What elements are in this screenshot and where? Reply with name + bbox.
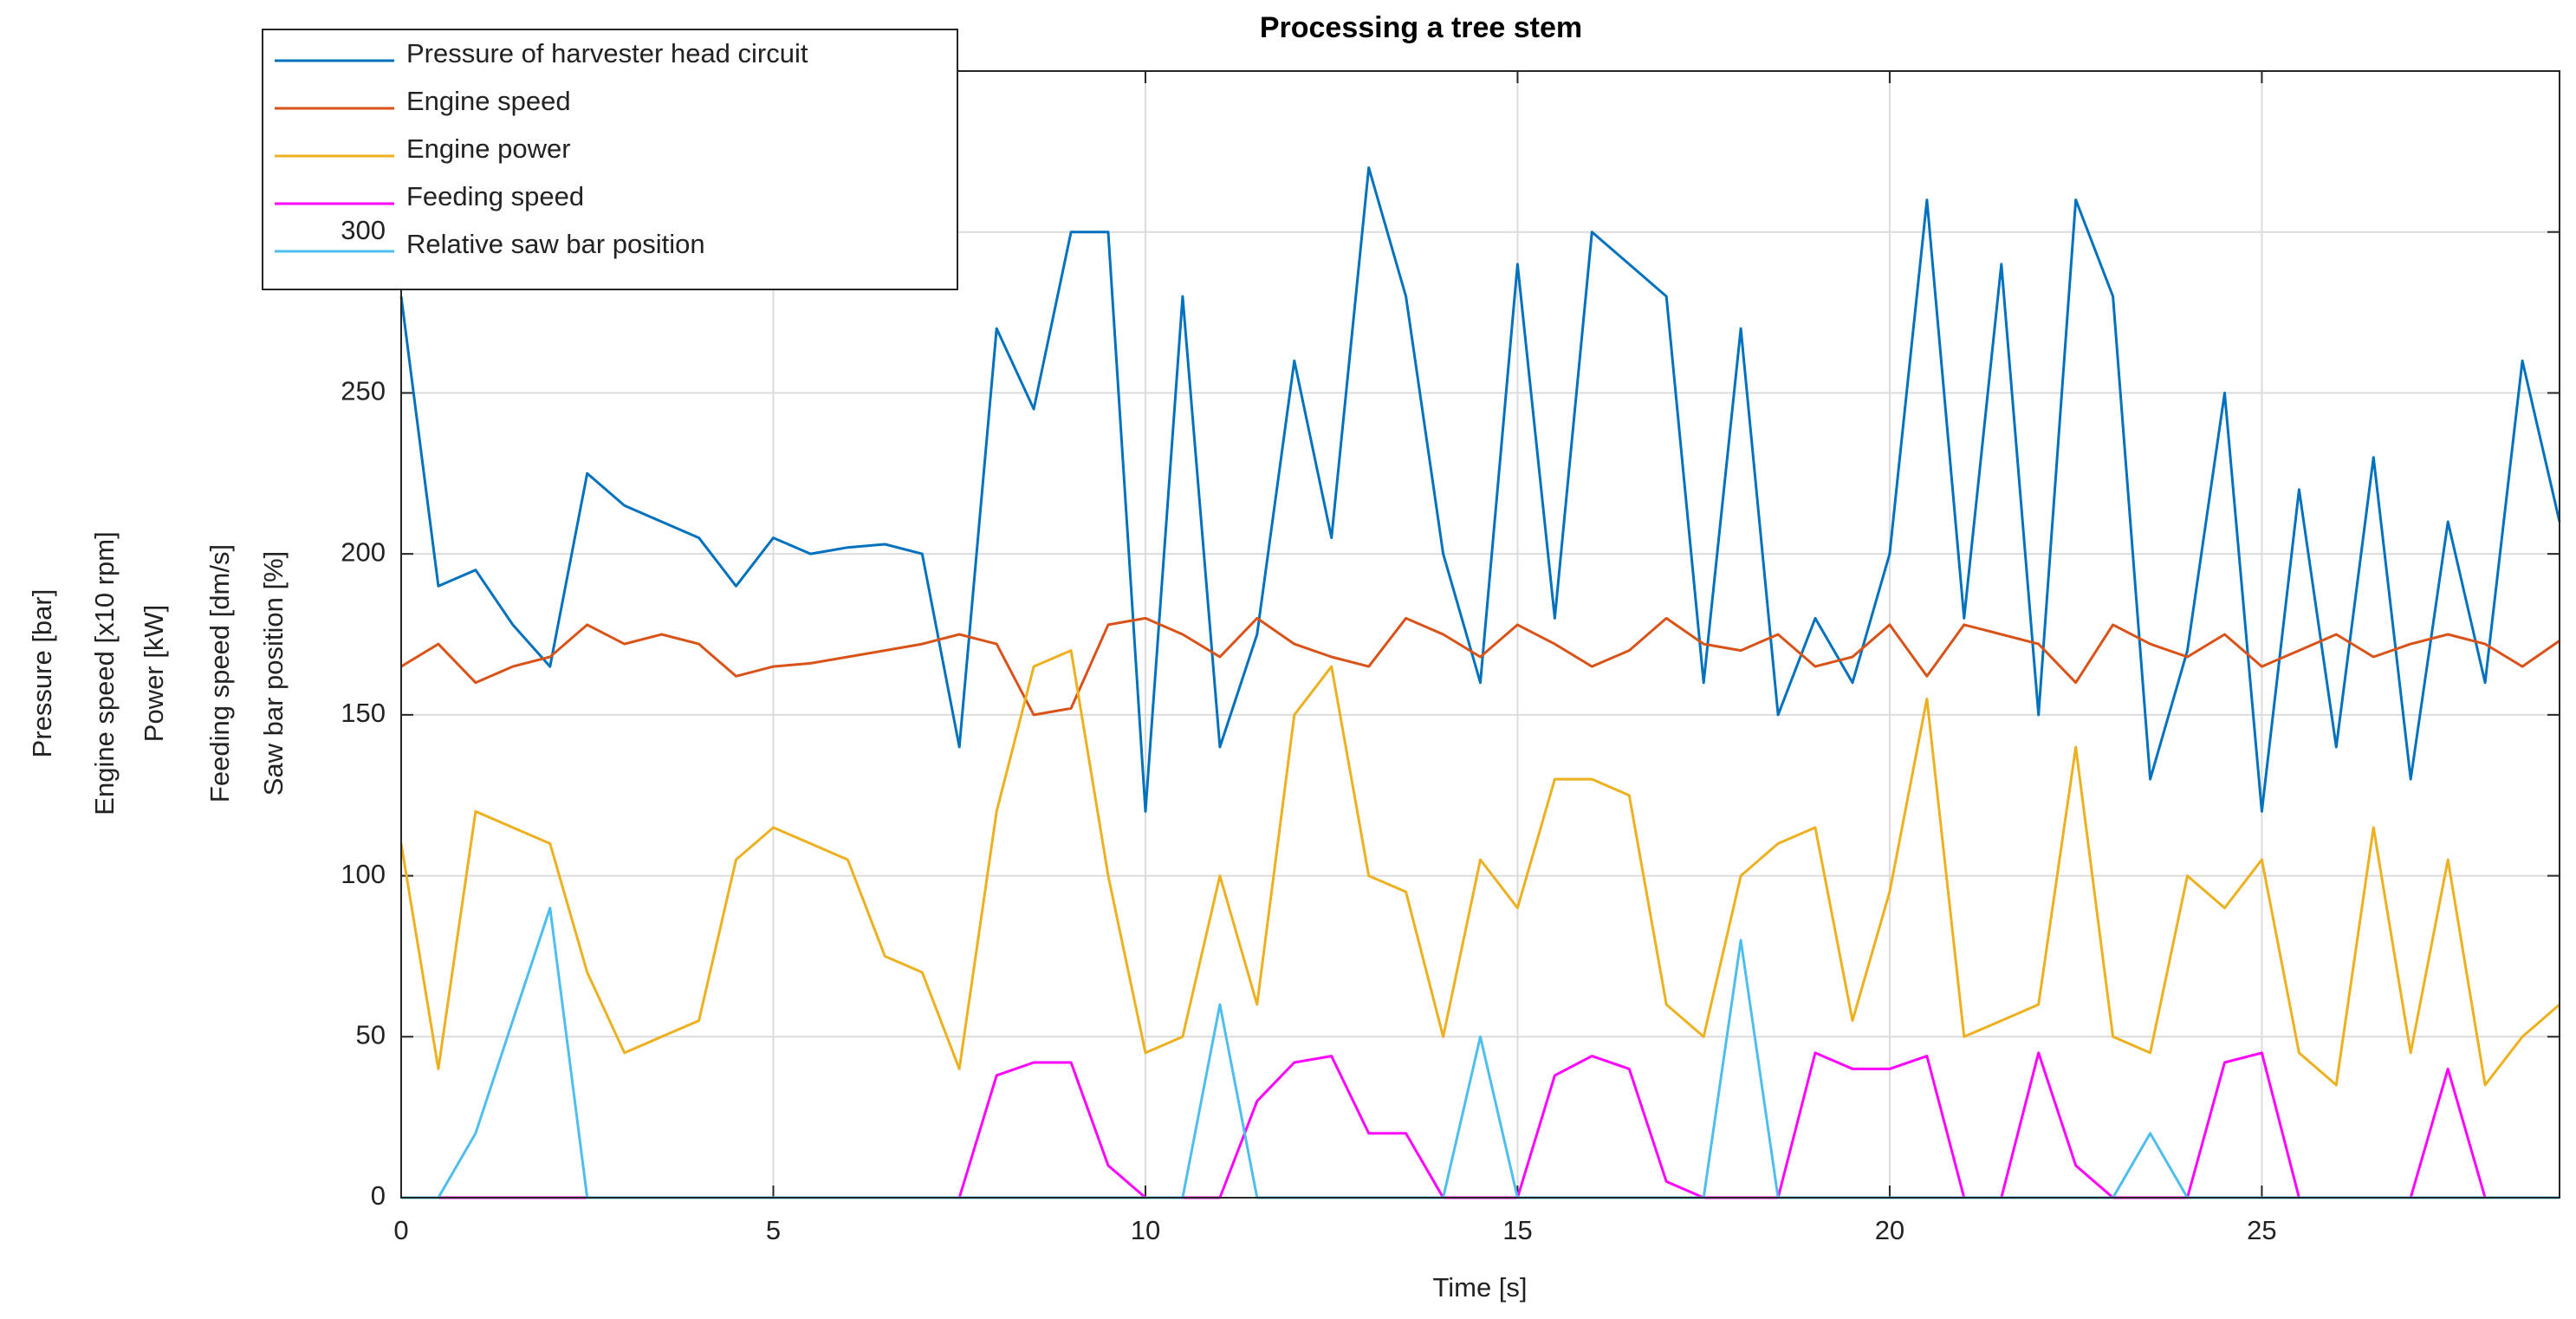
y-tick-label: 150 bbox=[341, 698, 386, 728]
legend-label: Engine power bbox=[406, 133, 571, 164]
x-tick-label: 15 bbox=[1502, 1215, 1532, 1245]
y-tick-label: 0 bbox=[371, 1180, 386, 1211]
legend: Pressure of harvester head circuit Engine… bbox=[262, 29, 958, 290]
data-line bbox=[399, 166, 2561, 813]
y-tick-label: 250 bbox=[341, 376, 386, 406]
y-tick-label: 100 bbox=[341, 859, 386, 889]
legend-box bbox=[262, 29, 958, 290]
x-tick-label: 25 bbox=[2247, 1215, 2276, 1245]
plot-frame bbox=[400, 70, 2560, 1199]
legend-label: Pressure of harvester head circuit bbox=[406, 38, 808, 68]
data-line bbox=[400, 616, 2560, 717]
y-tick-label: 300 bbox=[341, 215, 386, 245]
legend-label: Feeding speed bbox=[406, 181, 584, 211]
legend-label: Engine speed bbox=[406, 86, 571, 116]
x-tick-label: 20 bbox=[1875, 1215, 1904, 1245]
y-tick-label: 200 bbox=[341, 536, 386, 567]
y-tick-label: 50 bbox=[356, 1019, 386, 1049]
legend-label: Relative saw bar position bbox=[406, 229, 705, 259]
x-tick-label: 10 bbox=[1131, 1215, 1160, 1245]
x-tick-label: 5 bbox=[766, 1215, 781, 1245]
x-axis-label: Time [s] bbox=[1432, 1272, 1527, 1303]
data-line bbox=[399, 649, 2560, 1087]
y-axis-label: Power [kW] bbox=[139, 605, 169, 742]
y-axis-label: Pressure [bar] bbox=[27, 589, 57, 758]
x-tick-label: 0 bbox=[393, 1215, 408, 1245]
chart-title: Processing a tree stem bbox=[1260, 11, 1582, 44]
y-axis-label: Engine speed [x10 rpm] bbox=[89, 531, 120, 815]
y-axis-label: Saw bar position [%] bbox=[258, 551, 289, 796]
y-axis-label: Feeding speed [dm/s] bbox=[204, 544, 235, 802]
